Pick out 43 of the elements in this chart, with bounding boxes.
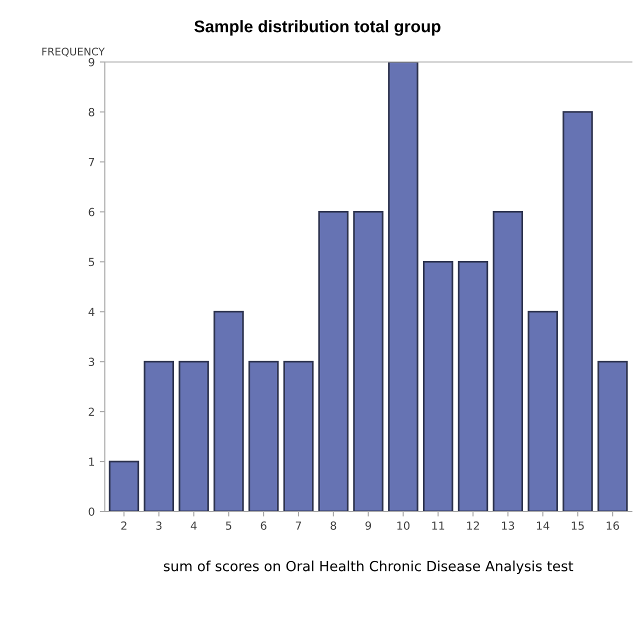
bar [492, 211, 524, 512]
bar [178, 360, 209, 512]
bar [597, 360, 628, 512]
x-tick-label: 15 [572, 522, 584, 530]
y-tick-label: 6 [88, 208, 94, 216]
chart-title: Sample distribution total group [194, 20, 440, 36]
y-tick-label: 8 [88, 108, 94, 116]
bar [422, 260, 454, 512]
x-tick-label: 3 [156, 521, 162, 530]
y-tick-label: 9 [88, 58, 94, 66]
x-tick-label: 5 [226, 522, 232, 530]
y-tick-label: 0 [88, 507, 94, 516]
y-tick-label: 7 [88, 158, 94, 166]
x-tick-label: 16 [606, 521, 619, 530]
bar [248, 360, 279, 512]
x-tick-label: 6 [260, 521, 266, 530]
x-tick-label: 8 [330, 521, 336, 530]
bar [353, 211, 384, 512]
x-tick-label: 12 [467, 521, 479, 530]
x-tick-label: 2 [121, 521, 126, 530]
y-tick-label: 5 [88, 258, 94, 266]
y-tick-label: 1 [89, 458, 94, 466]
x-tick-label: 11 [432, 522, 444, 530]
x-tick-label: 4 [190, 522, 197, 530]
bar [318, 211, 349, 512]
bar [562, 111, 593, 512]
y-axis-title: FREQUENCY [42, 48, 105, 57]
x-tick-label: 7 [296, 522, 302, 530]
bar [528, 310, 558, 512]
x-tick-label: 10 [397, 521, 410, 530]
bar [283, 360, 314, 512]
y-tick-label: 3 [88, 358, 94, 366]
bar [388, 62, 418, 512]
x-axis-title: sum of scores on Oral Health Chronic Disease Analysis test [164, 560, 574, 574]
x-tick-label: 13 [502, 521, 514, 530]
bar [458, 260, 488, 512]
bar [108, 460, 140, 512]
y-tick-label: 4 [88, 308, 94, 316]
x-tick-label: 9 [365, 521, 372, 530]
bar [144, 360, 174, 512]
x-tick-label: 14 [536, 522, 550, 530]
bar [214, 310, 244, 512]
y-tick-label: 2 [88, 408, 94, 416]
